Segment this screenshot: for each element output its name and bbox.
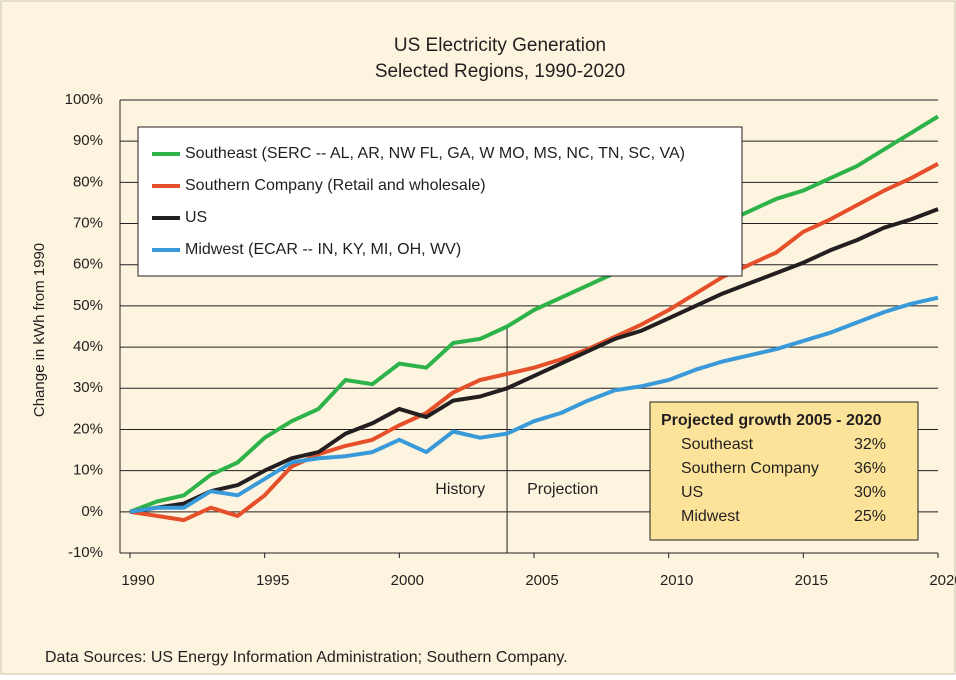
projection-label: Projection: [527, 481, 598, 498]
x-tick-label: 2000: [391, 572, 424, 589]
y-tick-label: 40%: [73, 338, 103, 355]
legend-box: [137, 126, 743, 277]
y-axis-label: Change in kWh from 1990: [31, 243, 48, 417]
y-tick-label: 0%: [81, 503, 103, 520]
legend-label: US: [185, 209, 207, 226]
series-line: [129, 207, 939, 514]
x-tick-label: 1990: [121, 572, 154, 589]
source-note: Data Sources: US Energy Information Admi…: [45, 649, 568, 666]
growth-value: 30%: [854, 484, 886, 501]
growth-region: Midwest: [681, 508, 740, 525]
legend-label: Southern Company (Retail and wholesale): [185, 177, 486, 194]
chart-subtitle: Selected Regions, 1990-2020: [375, 61, 625, 82]
chart-title: US Electricity Generation: [394, 35, 606, 56]
legend: Southeast (SERC -- AL, AR, NW FL, GA, W …: [137, 126, 743, 277]
growth-region: US: [681, 484, 703, 501]
y-tick-label: -10%: [68, 544, 103, 561]
y-tick-label: 50%: [73, 297, 103, 314]
growth-region: Southeast: [681, 436, 754, 453]
y-tick-label: 100%: [65, 91, 103, 108]
growth-value: 36%: [854, 460, 886, 477]
y-tick-label: 30%: [73, 379, 103, 396]
growth-table-title: Projected growth 2005 - 2020: [661, 412, 882, 429]
series-line: [129, 114, 940, 514]
growth-region: Southern Company: [681, 460, 819, 477]
x-tick-label: 2005: [525, 572, 558, 589]
x-tick-label: 2020: [929, 572, 956, 589]
y-tick-label: 60%: [73, 256, 103, 273]
growth-table-box: [649, 401, 919, 541]
y-tick-label: 80%: [73, 173, 103, 190]
y-tick-label: 90%: [73, 132, 103, 149]
legend-label: Midwest (ECAR -- IN, KY, MI, OH, WV): [185, 241, 461, 258]
history-label: History: [435, 481, 485, 498]
x-tick-label: 1995: [256, 572, 289, 589]
y-tick-label: 70%: [73, 215, 103, 232]
growth-value: 25%: [854, 508, 886, 525]
x-tick-label: 2010: [660, 572, 693, 589]
growth-value: 32%: [854, 436, 886, 453]
growth-table: Projected growth 2005 - 2020 Southeast 32%…: [649, 401, 919, 541]
y-tick-label: 10%: [73, 462, 103, 479]
x-tick-label: 2015: [795, 572, 828, 589]
series-line: [129, 162, 939, 523]
legend-label: Southeast (SERC -- AL, AR, NW FL, GA, W …: [185, 145, 685, 162]
series-line: [129, 295, 939, 514]
y-tick-label: 20%: [73, 420, 103, 437]
